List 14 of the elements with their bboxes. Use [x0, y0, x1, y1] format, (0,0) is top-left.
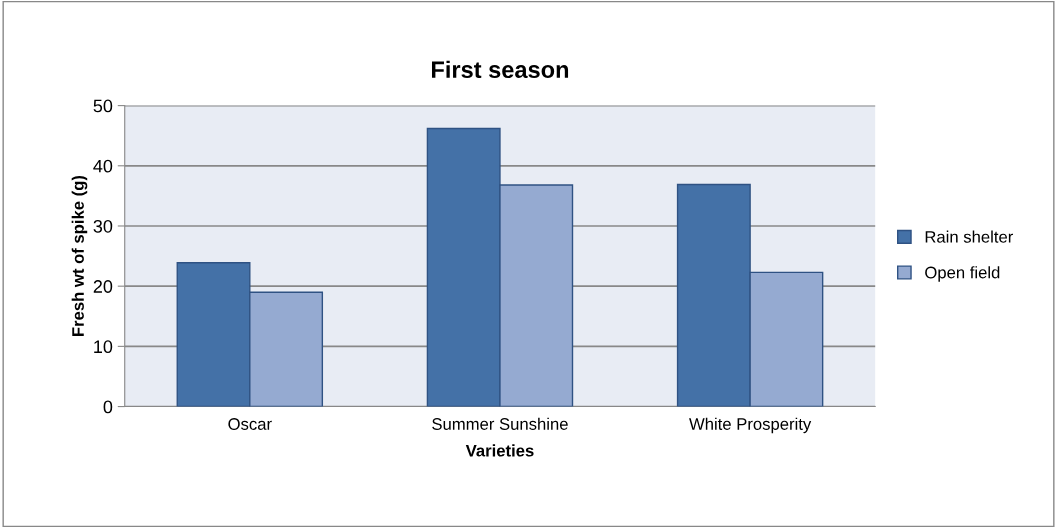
- y-tick-label: 10: [94, 340, 113, 354]
- x-tick-label: Oscar: [228, 418, 272, 430]
- legend-label: Open field: [925, 266, 1000, 282]
- chart-title: First season: [432, 60, 569, 79]
- y-axis-title: Fresh wt of spike (g): [71, 175, 88, 336]
- y-tick-label: 50: [93, 99, 113, 113]
- legend-label: Rain shelter: [925, 230, 1014, 243]
- x-tick-label: White Prosperity: [689, 417, 812, 434]
- x-tick-label: Summer Sunshine: [432, 417, 568, 430]
- y-tick-label: 20: [93, 280, 113, 293]
- y-tick-label: 30: [93, 219, 113, 233]
- y-tick-label: 40: [93, 159, 113, 173]
- y-tick-label: 0: [103, 400, 113, 414]
- x-axis-title: Varieties: [465, 444, 534, 457]
